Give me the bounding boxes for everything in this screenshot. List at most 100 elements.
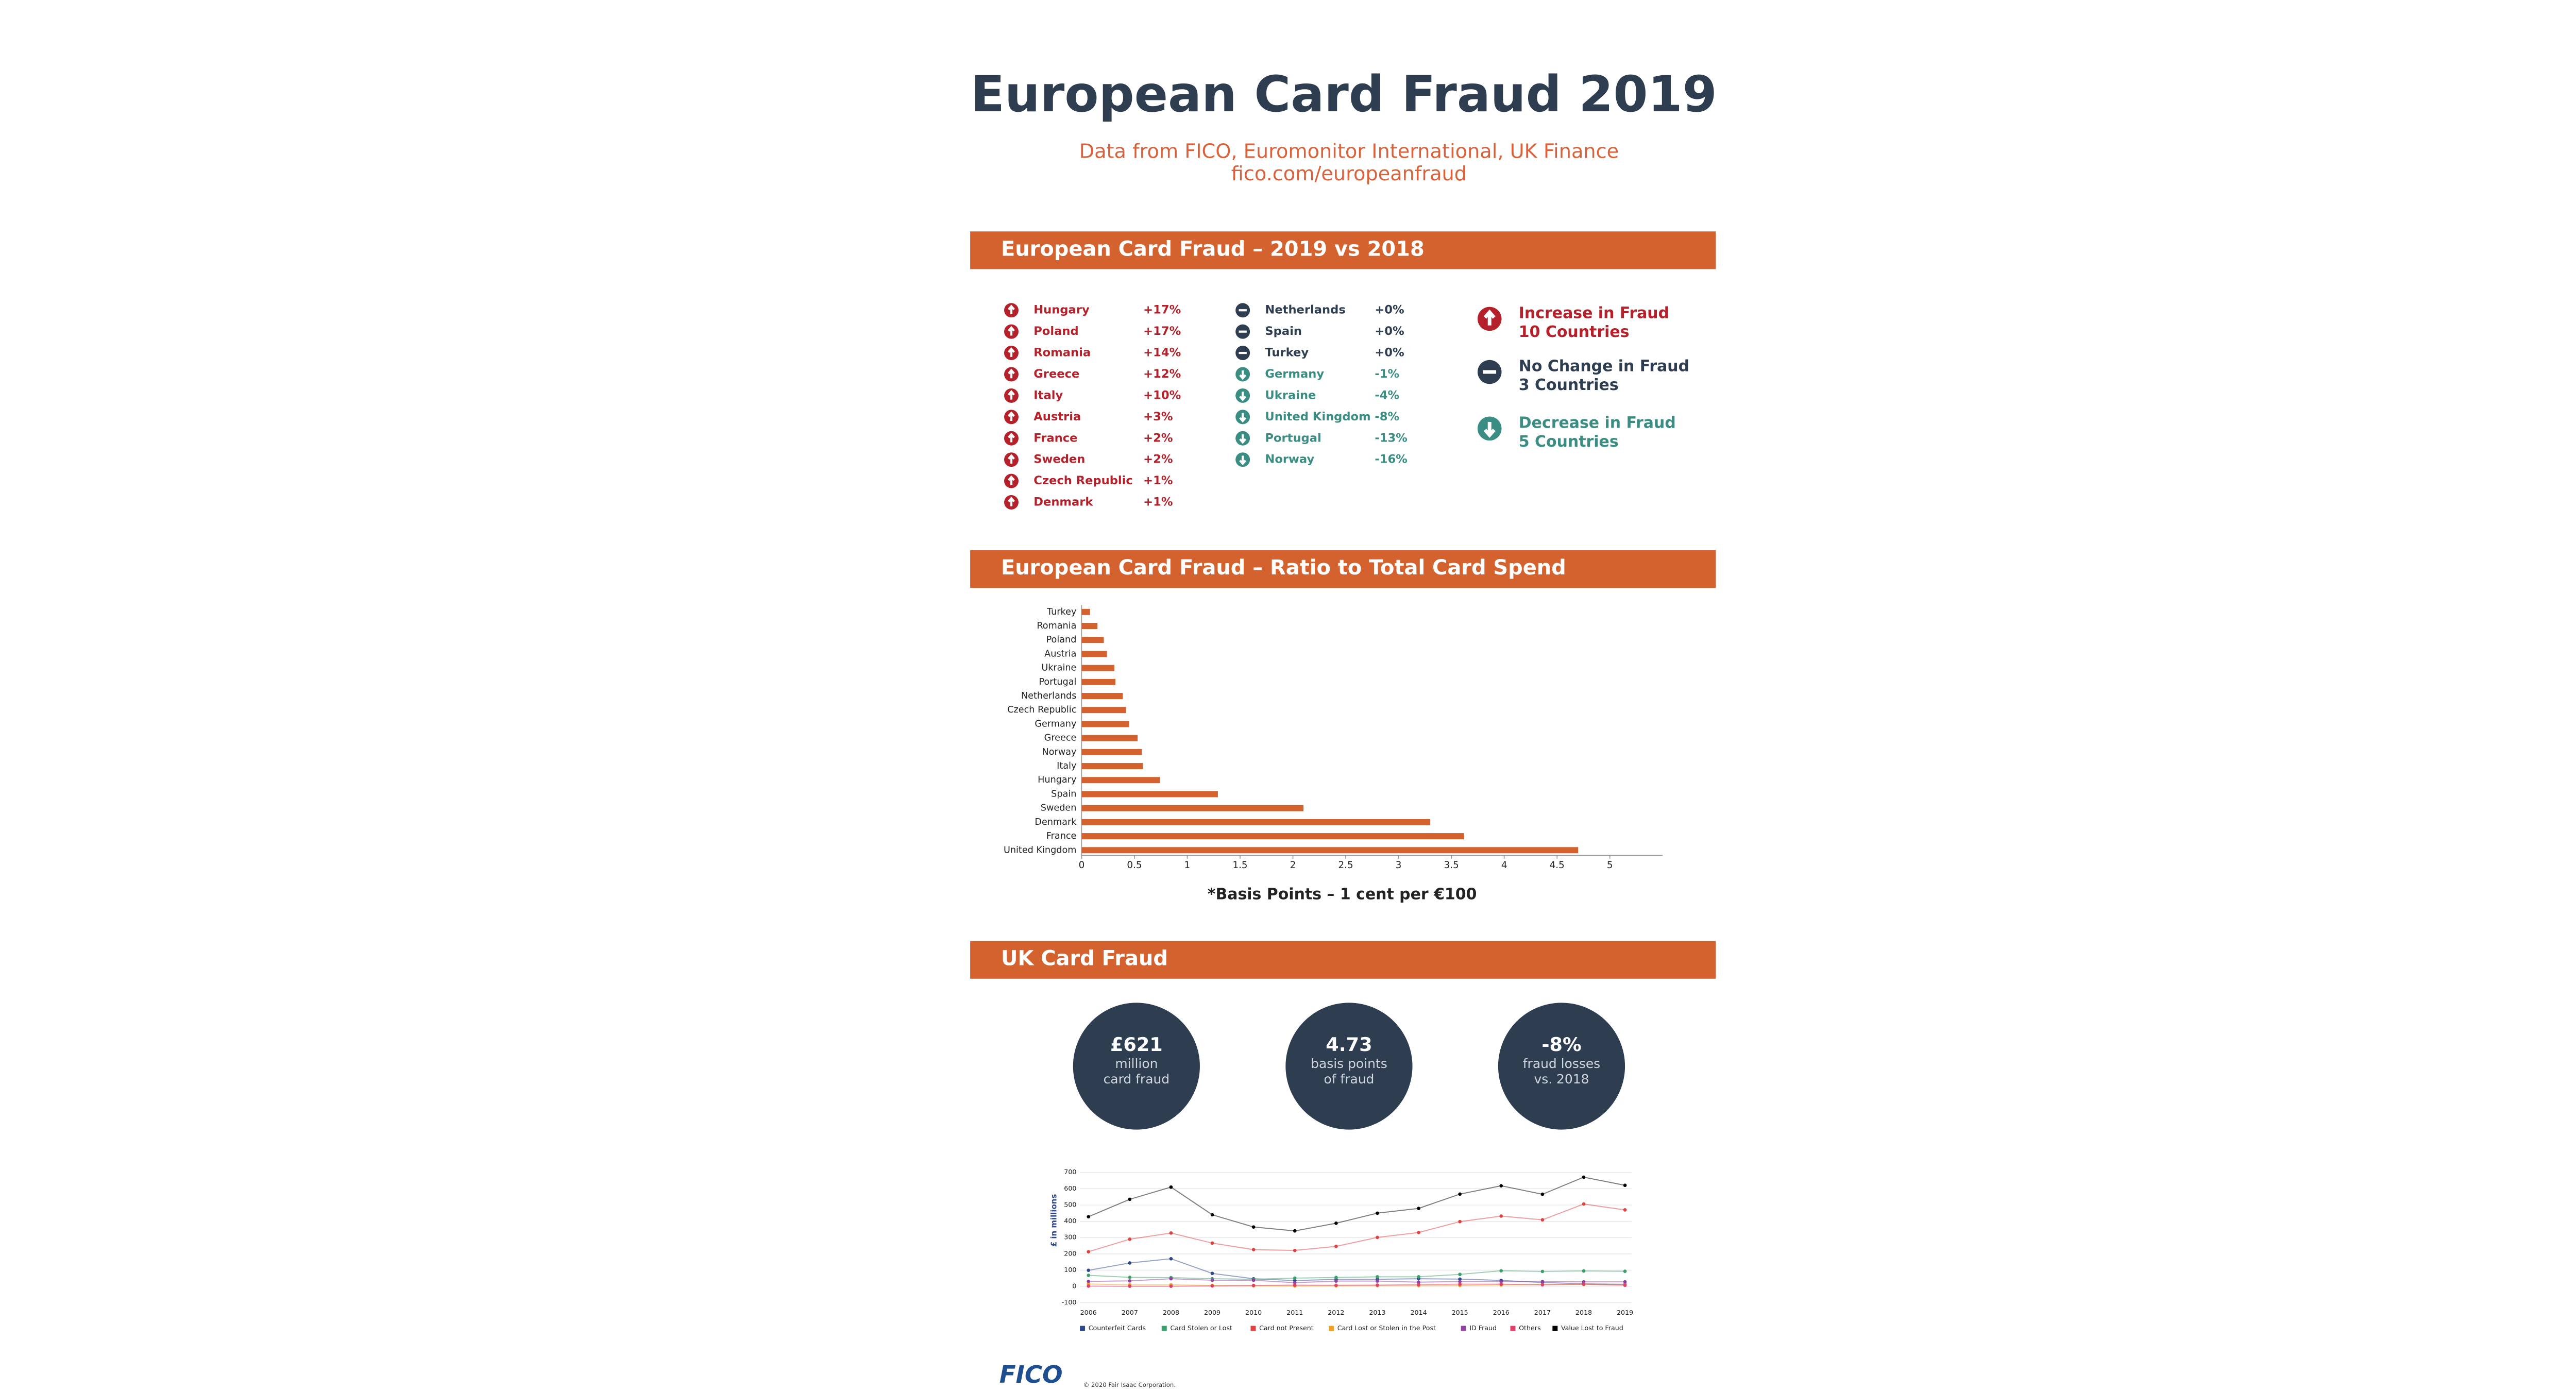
point [1128,1284,1132,1288]
point [1540,1218,1545,1222]
point [1376,1235,1379,1240]
legend-label: Increase in Fraud [1519,304,1669,322]
x-tick-label: 3.5 [1444,860,1459,871]
bar [1081,749,1142,755]
x-tick-label: 2011 [1286,1309,1303,1316]
point [1417,1207,1420,1210]
point [1458,1219,1462,1224]
bar [1081,707,1126,714]
point [1376,1275,1379,1279]
change: +0% [1375,303,1404,317]
point [1169,1231,1173,1235]
y-tick-label: -100 [1062,1298,1077,1306]
x-tick-label: 5 [1607,860,1613,871]
x-tick-label: 2008 [1163,1309,1179,1316]
point [1210,1284,1214,1288]
point [1087,1268,1091,1273]
point [1540,1269,1545,1274]
icon-glyph [1008,454,1015,464]
point [1251,1278,1256,1282]
stat-value: 4.73 [1326,1033,1372,1056]
change: +12% [1143,367,1181,381]
bar [1081,847,1579,854]
change: -16% [1375,453,1408,466]
y-tick-label: Romania [1037,621,1076,631]
point [1499,1282,1503,1286]
legend-count: 10 Countries [1519,323,1630,341]
legend-count: 5 Countries [1519,433,1619,451]
bar [1081,833,1464,840]
country: Spain [1265,325,1302,338]
point [1499,1214,1503,1218]
stat-value: £621 [1110,1033,1163,1056]
y-tick-label: Norway [1042,747,1077,757]
legend-label: Card Stolen or Lost [1170,1324,1232,1332]
icon-glyph [1008,326,1015,336]
point [1210,1278,1214,1282]
legend-label: ID Fraud [1469,1324,1497,1332]
point [1169,1284,1173,1288]
series-line [1088,1176,1625,1232]
point [1251,1283,1256,1287]
point [1540,1280,1545,1283]
point [1169,1185,1173,1189]
point [1169,1257,1173,1261]
y-tick-label: United Kingdom [1004,845,1076,855]
y-tick-label: Czech Republic [1007,705,1076,715]
icon-glyph [1239,370,1247,380]
point [1087,1215,1091,1219]
series-line [1088,1278,1625,1283]
point [1251,1248,1256,1251]
x-tick-label: 2 [1290,860,1296,871]
x-tick-label: 2015 [1452,1309,1468,1316]
section-title: European Card Fraud – 2019 vs 2018 [1001,237,1425,261]
chart-note: *Basis Points – 1 cent per €100 [1208,885,1477,903]
stat-circle [1073,1003,1200,1130]
legend-label: Value Lost to Fraud [1561,1324,1623,1332]
point [1087,1250,1091,1254]
stat-line: basis points [1311,1056,1387,1071]
legend-label: No Change in Fraud [1519,358,1689,376]
change: -13% [1375,431,1408,445]
point [1540,1283,1545,1287]
y-tick-label: France [1046,831,1077,841]
legend-swatch [1080,1326,1086,1331]
point [1128,1237,1132,1241]
series-line [1088,1283,1625,1287]
y-tick-label: 500 [1064,1200,1076,1208]
point [1293,1248,1297,1252]
bar [1081,805,1304,811]
icon-glyph [1008,475,1015,485]
change: +0% [1375,325,1404,338]
country: Portugal [1265,431,1321,445]
point [1623,1283,1627,1287]
point [1293,1229,1297,1233]
point [1499,1184,1503,1188]
legend-label: Others [1519,1324,1540,1332]
point [1293,1276,1297,1280]
section-bar [970,550,1716,588]
legend-label: Decrease in Fraud [1519,414,1676,432]
y-tick-label: 600 [1064,1184,1076,1192]
stat-line: million [1115,1056,1158,1071]
change: +3% [1143,410,1173,423]
y-tick-label: Denmark [1035,817,1077,827]
point [1210,1271,1214,1276]
point [1623,1280,1627,1284]
y-tick-label: Portugal [1039,677,1076,687]
country: Sweden [1033,453,1085,466]
legend-label: Card not Present [1259,1324,1314,1332]
series-line [1088,1270,1625,1280]
legend-count: 3 Countries [1519,376,1619,394]
bar [1081,637,1104,643]
change: +2% [1143,431,1173,445]
legend-label: Counterfeit Cards [1089,1324,1146,1332]
icon-glyph [1239,413,1247,423]
change: +10% [1143,388,1181,402]
point [1540,1192,1545,1196]
point [1582,1282,1586,1286]
point [1169,1277,1173,1281]
x-tick-label: 1.5 [1232,860,1247,871]
point [1087,1279,1091,1283]
point [1623,1183,1627,1188]
